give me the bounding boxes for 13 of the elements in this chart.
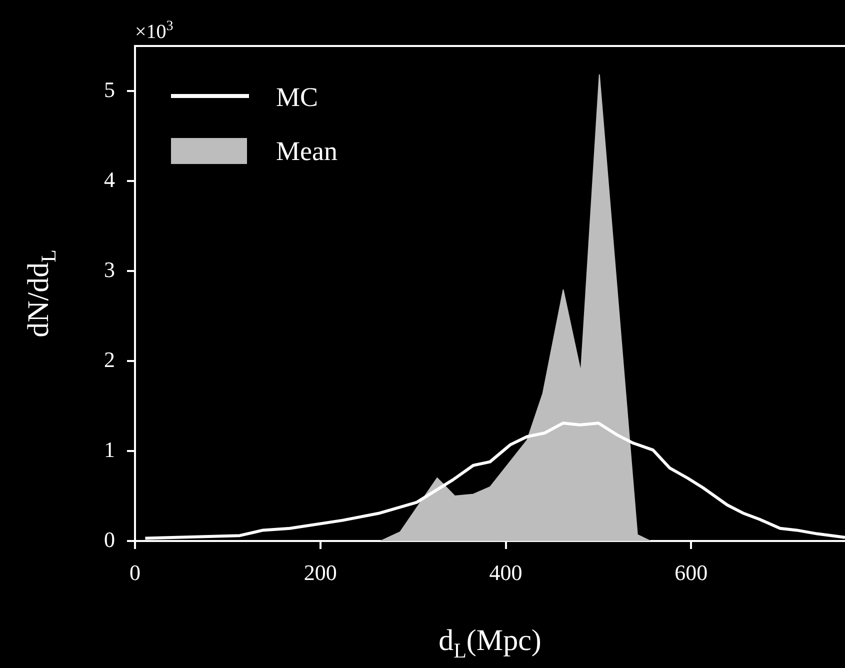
y-tick-label: 4 [104, 166, 115, 192]
y-tick-label: 2 [104, 346, 115, 372]
x-tick-label: 0 [130, 560, 140, 585]
y-tick-label: 0 [104, 526, 115, 552]
y-tick-label: 3 [104, 256, 115, 282]
y-axis-title: dN/ddL [22, 250, 60, 338]
x-tick-label: 400 [489, 560, 522, 585]
y-tick-label: 1 [104, 436, 115, 462]
legend-label: Mean [276, 136, 338, 166]
x-tick-label: 200 [304, 560, 337, 585]
legend-label: MC [276, 82, 318, 112]
x-tick-label: 600 [674, 560, 708, 585]
y-tick-label: 5 [104, 76, 115, 102]
